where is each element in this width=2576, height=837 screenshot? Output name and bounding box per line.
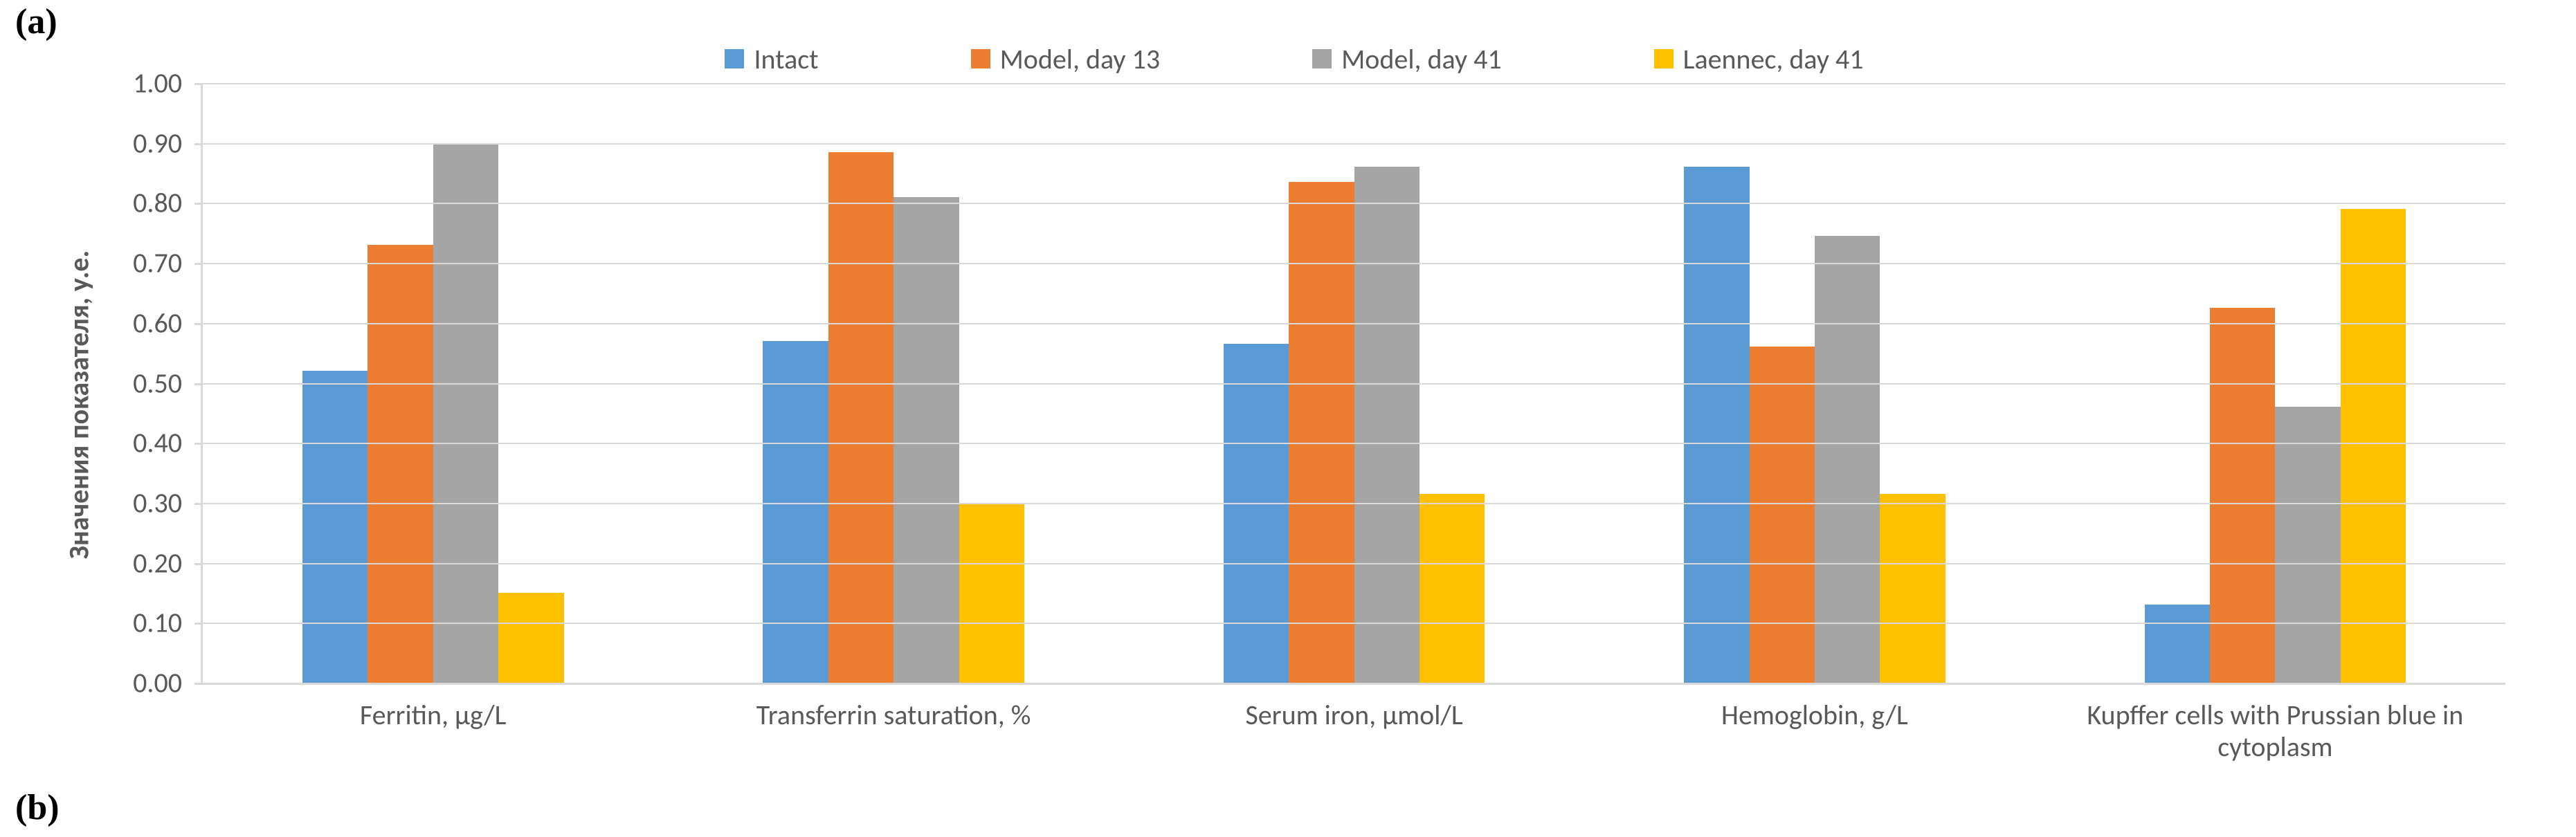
legend-item: Laennec, day 41 [1654,42,1864,76]
y-tick [194,323,203,325]
gridline [203,203,2505,204]
legend-swatch [971,49,990,68]
y-tick [194,683,203,685]
bar [1815,236,1880,683]
x-axis-label: Kupffer cells with Prussian blue in cyto… [2045,699,2505,763]
legend-swatch [1654,49,1674,68]
bar [894,197,959,683]
bar [1354,167,1419,683]
y-tick [194,203,203,205]
bar [1684,167,1749,683]
x-axis-label: Transferrin saturation, % [663,699,1123,731]
figure: (a) (b) Intact Model, day 13 Model, day 41… [0,0,2576,837]
legend-item: Model, day 41 [1312,42,1502,76]
bar [959,503,1024,683]
y-tick [194,563,203,565]
bar [368,245,433,683]
bar [302,371,368,683]
y-tick-label: 1.00 [133,66,182,100]
y-tick-label: 0.00 [133,666,182,700]
y-tick-label: 0.90 [133,126,182,160]
y-tick-label: 0.20 [133,546,182,580]
y-tick-label: 0.80 [133,186,182,220]
bar [1224,344,1289,683]
y-tick-label: 0.60 [133,306,182,340]
bar [2341,209,2406,683]
y-tick [194,383,203,385]
gridline [203,323,2505,324]
gridline [203,83,2505,84]
bar [828,152,894,683]
legend-label: Intact [754,42,818,76]
panel-label-b: (b) [15,787,60,828]
legend-item: Intact [725,42,818,76]
y-tick [194,83,203,85]
gridline [203,623,2505,624]
gridline [203,443,2505,444]
panel-label-a: (a) [15,1,57,42]
bar [1880,494,1945,683]
bar-chart: Intact Model, day 13 Model, day 41 Laennec,… [69,35,2519,775]
x-axis-label: Ferritin, µg/L [203,699,663,731]
bar [763,341,828,683]
legend-swatch [1312,49,1332,68]
y-tick-label: 0.50 [133,366,182,400]
gridline [203,263,2505,264]
bar [2145,605,2210,683]
x-axis-label: Hemoglobin, g/L [1584,699,2044,731]
x-axis-label: Serum iron, µmol/L [1124,699,1584,731]
y-tick-label: 0.40 [133,426,182,460]
y-tick [194,263,203,265]
legend-label: Model, day 13 [1000,42,1161,76]
bar [1419,494,1485,683]
bar [2275,407,2340,683]
bar [2210,308,2275,683]
y-axis-title: Значения показателя, у.е. [62,250,96,559]
gridline [203,563,2505,564]
y-tick-label: 0.70 [133,246,182,280]
legend: Intact Model, day 13 Model, day 41 Laennec,… [69,35,2519,83]
legend-item: Model, day 13 [971,42,1161,76]
legend-label: Model, day 41 [1341,42,1502,76]
gridline [203,383,2505,385]
bar [1750,347,1815,683]
bar [498,593,563,683]
gridline [203,503,2505,504]
plot-area: Ferritin, µg/LTransferrin saturation, %S… [201,83,2505,685]
y-tick [194,443,203,445]
y-tick [194,143,203,145]
y-tick [194,623,203,625]
bar [1289,182,1354,683]
bar [433,143,498,683]
legend-swatch [725,49,744,68]
gridline [203,143,2505,145]
y-tick-label: 0.30 [133,486,182,519]
legend-label: Laennec, day 41 [1683,42,1864,76]
y-tick-label: 0.10 [133,606,182,640]
y-tick [194,503,203,505]
